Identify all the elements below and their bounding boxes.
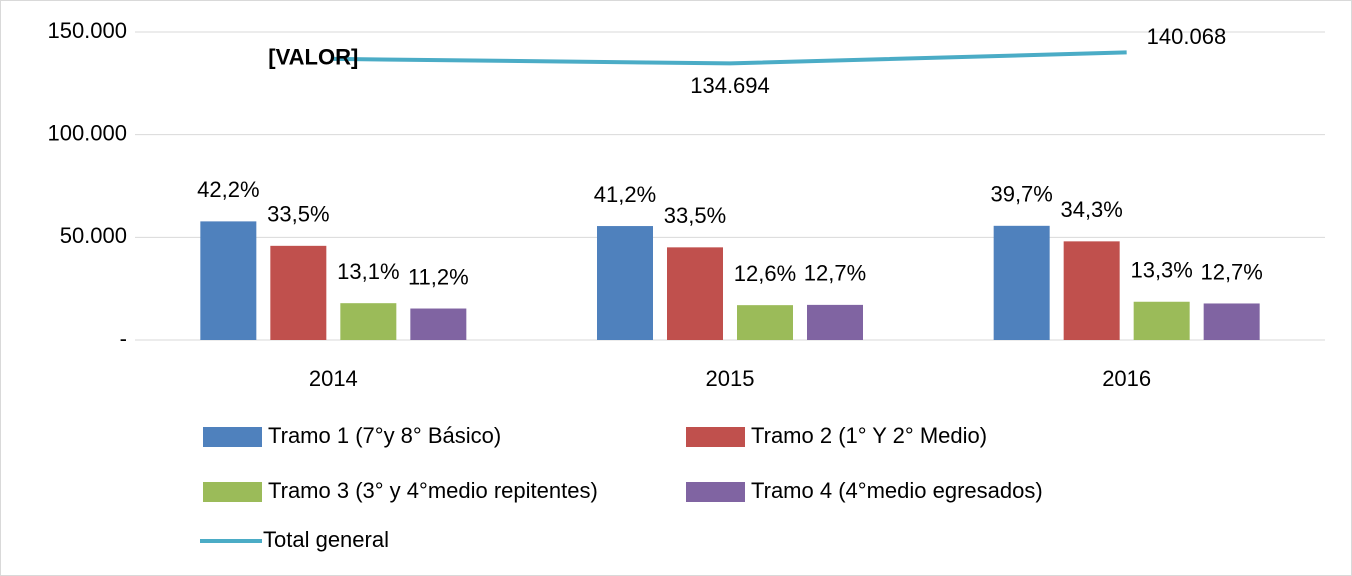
legend-label: Tramo 3 (3° y 4°medio repitentes) — [268, 478, 598, 503]
data-label: 39,7% — [990, 182, 1052, 207]
legend-swatch — [686, 482, 745, 502]
data-label: 42,2% — [197, 177, 259, 202]
data-label: 33,5% — [664, 203, 726, 228]
x-tick-label: 2015 — [706, 366, 755, 391]
y-tick-label: 50.000 — [60, 223, 127, 248]
bar — [270, 245, 327, 340]
legend-swatch — [203, 427, 262, 447]
x-tick-label: 2014 — [309, 366, 358, 391]
data-label: 13,1% — [337, 259, 399, 284]
data-label: 11,2% — [408, 264, 469, 289]
y-tick-label: 100.000 — [47, 120, 127, 145]
bar — [667, 247, 723, 340]
legend-label: Total general — [263, 527, 389, 552]
data-label: 34,3% — [1060, 197, 1122, 222]
line-label: 140.068 — [1147, 24, 1227, 49]
bar — [1133, 301, 1190, 340]
data-label: 12,7% — [1200, 259, 1262, 284]
bar — [1063, 241, 1120, 340]
y-tick-label: - — [120, 326, 127, 351]
legend-swatch — [686, 427, 745, 447]
line-label: 134.694 — [690, 73, 770, 98]
legend-label: Tramo 4 (4°medio egresados) — [751, 478, 1043, 503]
bar — [993, 225, 1050, 340]
bar — [410, 308, 467, 340]
legend-label: Tramo 2 (1° Y 2° Medio) — [751, 423, 987, 448]
bar — [1203, 303, 1260, 340]
line-label: [VALOR] — [268, 45, 358, 70]
bar — [200, 221, 257, 340]
bar — [340, 303, 397, 340]
data-label: 41,2% — [594, 182, 656, 207]
y-tick-label: 150.000 — [47, 18, 127, 43]
bar — [807, 304, 863, 340]
x-tick-label: 2016 — [1102, 366, 1151, 391]
bar — [737, 305, 793, 340]
data-label: 12,7% — [804, 261, 866, 286]
data-label: 12,6% — [734, 261, 796, 286]
data-label: 13,3% — [1130, 258, 1192, 283]
legend-swatch — [203, 482, 262, 502]
line — [333, 50, 1127, 66]
legend-label: Tramo 1 (7°y 8° Básico) — [268, 423, 501, 448]
data-label: 33,5% — [267, 202, 329, 227]
bar — [597, 226, 653, 340]
